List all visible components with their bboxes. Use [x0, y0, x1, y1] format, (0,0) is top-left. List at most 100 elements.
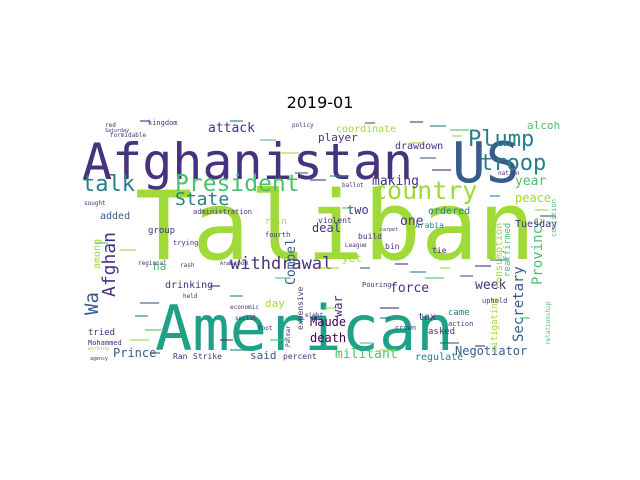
microtext-speck [260, 139, 276, 141]
cloud-word-war: war [331, 295, 345, 317]
cloud-word-tried: tried [88, 328, 115, 338]
cloud-word-strike: Strike [193, 352, 222, 361]
cloud-word-deal: deal [312, 221, 341, 235]
microtext-speck [380, 349, 396, 351]
microtext-speck [380, 317, 390, 319]
cloud-word-pouring: Pouring [362, 281, 392, 289]
cloud-word-peace: peace [515, 191, 551, 205]
cloud-word-taliban: Taliban [135, 172, 535, 282]
microtext-speck [395, 263, 408, 265]
cloud-word-death: death [310, 331, 346, 345]
cloud-word-fourth: fourth [265, 231, 290, 239]
cloud-word-secretary: Secretary [511, 266, 527, 342]
cloud-word-player: player [318, 131, 358, 144]
microtext-speck [275, 277, 291, 279]
microtext-speck [360, 342, 373, 344]
cloud-word-uphold: uphold [482, 297, 507, 305]
microtext-speck [230, 120, 243, 122]
cloud-word-province: Province [530, 218, 546, 285]
microtext-speck [280, 152, 299, 154]
cloud-word-eight: eight [305, 312, 323, 319]
microtext-speck [540, 215, 556, 217]
cloud-word-day: day [265, 297, 285, 310]
microtext-speck [295, 172, 308, 174]
cloud-word-groom: Groom [230, 260, 248, 267]
cloud-word-drinking: drinking [165, 280, 213, 291]
cloud-word-maude: Maude [310, 315, 346, 329]
cloud-word-palmar: Palmar [285, 325, 292, 347]
microtext-speck [440, 342, 459, 344]
cloud-word-us: US [452, 131, 519, 196]
cloud-word-league: League [345, 242, 367, 249]
cloud-word-added: added [100, 211, 130, 222]
microtext-speck [310, 179, 326, 181]
cloud-word-one: one [400, 214, 424, 229]
cloud-word-red: red [105, 122, 116, 129]
microtext-speck [320, 267, 339, 269]
cloud-word-wa: Wa [81, 292, 103, 315]
cloud-word-alcohol: alcohol [527, 119, 560, 132]
microtext-speck [365, 122, 375, 124]
microtext-speck [140, 120, 150, 122]
cloud-word-tax: tax [418, 312, 436, 323]
cloud-word-foot: foot [258, 325, 273, 332]
microtext-speck [460, 275, 473, 277]
microtext-speck [490, 195, 500, 197]
cloud-word-ha: ha [153, 260, 166, 273]
cloud-word-group: group [148, 226, 175, 236]
microtext-speck [432, 169, 451, 171]
chart-title: 2019-01 [286, 93, 354, 112]
microtext-speck [490, 259, 509, 261]
cloud-word-percent: percent [283, 352, 317, 361]
cloud-word-force: force [390, 281, 429, 296]
cloud-word-ran: Ran [173, 352, 188, 361]
microtext-speck [475, 345, 485, 347]
microtext-speck [230, 349, 246, 351]
cloud-word-tie: tie [432, 246, 447, 255]
cloud-word-afghan: Afghan [99, 232, 120, 297]
cloud-word-prince: Prince [113, 346, 156, 360]
microtext-speck [342, 207, 352, 209]
microtext-speck [420, 157, 436, 159]
microtext-speck [410, 121, 423, 123]
microtext-speck [120, 249, 136, 251]
cloud-word-making: making [372, 174, 419, 189]
cloud-word-formidable: formidable [110, 132, 147, 139]
cloud-word-said: said [250, 349, 277, 362]
microtext-speck [410, 142, 423, 144]
microtext-speck [410, 271, 426, 273]
microtext-speck [145, 329, 161, 331]
microtext-speck [130, 339, 149, 341]
cloud-word-tuesday: Tuesday [515, 219, 557, 230]
cloud-word-rain: rain [265, 217, 287, 227]
cloud-word-bin: bin [385, 242, 400, 251]
cloud-word-troop: troop [480, 151, 546, 176]
cloud-word-talk: talk [82, 172, 135, 197]
cloud-word-build: build [358, 232, 382, 241]
cloud-word-attack: attack [208, 121, 255, 136]
microtext-speck [330, 175, 349, 177]
microtext-speck [325, 307, 335, 309]
cloud-word-coordinate: coordinate [336, 124, 396, 135]
microtext-speck [220, 339, 233, 341]
microtext-speck [95, 242, 108, 244]
cloud-word-sought: sought [84, 200, 106, 207]
cloud-word-rash: rash [180, 262, 195, 269]
cloud-word-social: social [235, 315, 257, 322]
cloud-word-carpet: carpet [380, 227, 398, 233]
cloud-word-regulate: regulate [415, 352, 463, 363]
cloud-word-drawdown: drawdown [395, 141, 443, 152]
cloud-word-among: among [92, 239, 103, 269]
cloud-word-plump: Plump [468, 127, 534, 152]
cloud-word-came: came [448, 308, 470, 318]
cloud-word-negotiator: Negotiator [455, 344, 527, 358]
cloud-word-year: year [515, 174, 546, 189]
cloud-word-yet: yet [342, 252, 362, 265]
microtext-speck [150, 352, 160, 354]
cloud-word-expensive: expensive [296, 286, 305, 330]
microtext-speck [430, 125, 446, 127]
cloud-word-agency: agency [90, 356, 108, 362]
microtext-speck [425, 277, 444, 279]
microtext-speck [380, 307, 399, 309]
microtext-speck [270, 339, 289, 341]
